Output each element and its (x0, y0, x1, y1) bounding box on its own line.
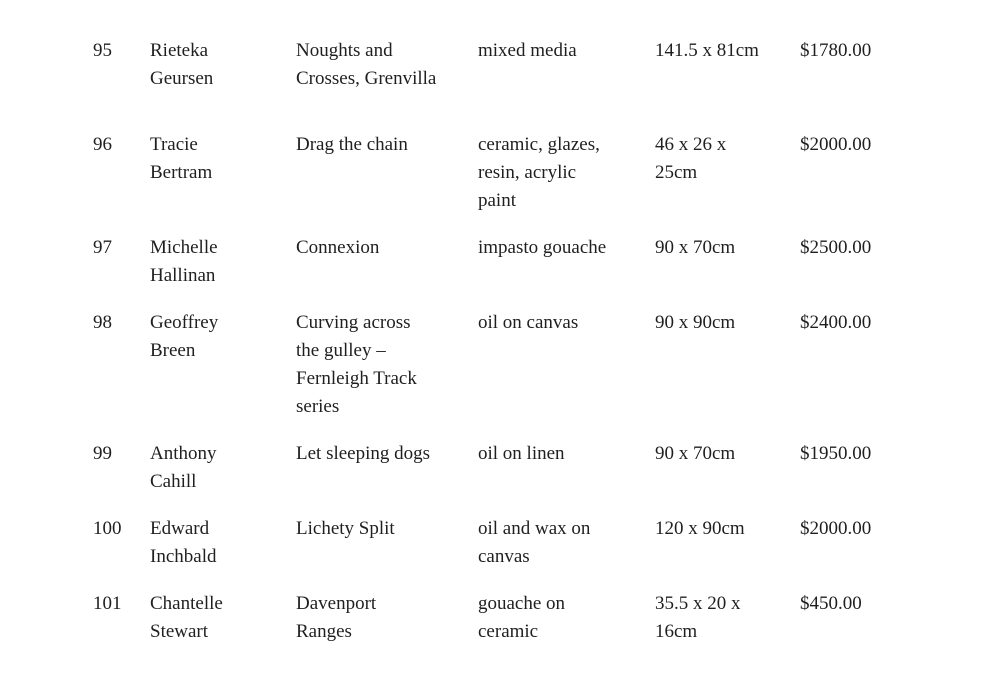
artwork-title: Davenport Ranges (296, 593, 377, 642)
artwork-price: $450.00 (800, 593, 862, 614)
table-row: 98 Geoffrey Breen Curving across the gul… (93, 309, 933, 421)
table-row: 99 Anthony Cahill Let sleeping dogs oil … (93, 440, 933, 496)
table-row: 97 Michelle Hallinan Connexion impasto g… (93, 234, 933, 290)
artwork-medium: oil on canvas (478, 312, 579, 333)
artwork-title: Let sleeping dogs (296, 443, 431, 464)
artwork-dimensions: 90 x 70cm (655, 237, 736, 258)
artist-name: Geoffrey Breen (150, 312, 219, 361)
artwork-medium: mixed media (478, 40, 577, 61)
artwork-price: $1950.00 (800, 443, 872, 464)
artwork-title: Lichety Split (296, 518, 395, 539)
artist-name: Chantelle Stewart (150, 593, 223, 642)
artwork-price: $2500.00 (800, 237, 872, 258)
artwork-title: Drag the chain (296, 134, 408, 155)
artist-name: Michelle Hallinan (150, 237, 218, 286)
table-row: 100 Edward Inchbald Lichety Split oil an… (93, 515, 933, 571)
artwork-medium: oil and wax on canvas (478, 518, 591, 567)
artwork-number: 97 (93, 237, 112, 258)
artwork-medium: ceramic, glazes, resin, acrylic paint (478, 134, 600, 211)
artwork-title: Curving across the gulley – Fernleigh Tr… (296, 312, 417, 417)
artwork-number: 95 (93, 40, 112, 61)
artwork-medium: impasto gouache (478, 237, 607, 258)
artwork-dimensions: 46 x 26 x 25cm (655, 134, 727, 183)
artwork-dimensions: 90 x 70cm (655, 443, 736, 464)
artist-name: Tracie Bertram (150, 134, 213, 183)
table-row: 95 Rieteka Geursen Noughts and Crosses, … (93, 37, 933, 93)
artwork-number: 98 (93, 312, 112, 333)
artwork-price: $2000.00 (800, 134, 872, 155)
artwork-number: 100 (93, 518, 122, 539)
artist-name: Anthony Cahill (150, 443, 217, 492)
artwork-dimensions: 120 x 90cm (655, 518, 745, 539)
artwork-price: $2000.00 (800, 518, 872, 539)
artwork-price: $1780.00 (800, 40, 872, 61)
artwork-number: 99 (93, 443, 112, 464)
artwork-medium: oil on linen (478, 443, 565, 464)
artist-name: Edward Inchbald (150, 518, 217, 567)
artwork-dimensions: 141.5 x 81cm (655, 40, 759, 61)
artwork-number: 101 (93, 593, 122, 614)
artwork-medium: gouache on ceramic (478, 593, 566, 642)
art-list-table: 95 Rieteka Geursen Noughts and Crosses, … (93, 37, 933, 665)
table-row: 96 Tracie Bertram Drag the chain ceramic… (93, 131, 933, 215)
artwork-price: $2400.00 (800, 312, 872, 333)
artwork-number: 96 (93, 134, 112, 155)
artwork-title: Noughts and Crosses, Grenvilla (296, 40, 437, 89)
table-row: 101 Chantelle Stewart Davenport Ranges g… (93, 590, 933, 646)
artwork-dimensions: 90 x 90cm (655, 312, 736, 333)
artist-name: Rieteka Geursen (150, 40, 214, 89)
artwork-title: Connexion (296, 237, 380, 258)
artwork-dimensions: 35.5 x 20 x 16cm (655, 593, 741, 642)
